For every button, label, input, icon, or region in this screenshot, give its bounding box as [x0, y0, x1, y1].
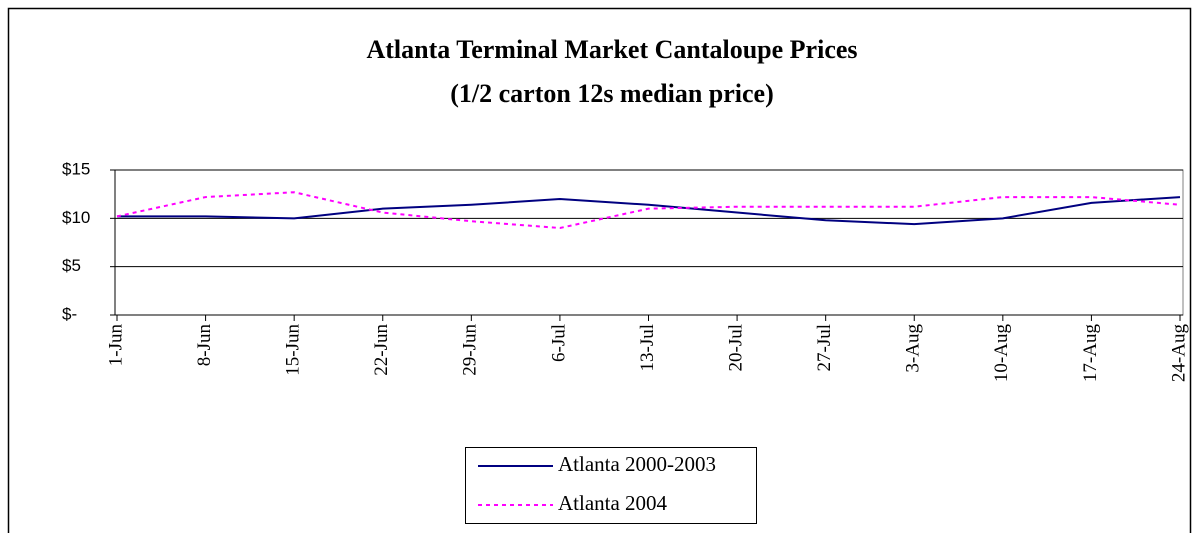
x-tick-label: 20-Jul [725, 324, 746, 372]
x-tick-label: 27-Jul [814, 324, 835, 372]
x-tick-label: 13-Jul [637, 324, 658, 372]
plot-area [114, 169, 1184, 316]
series-line [117, 196, 1181, 226]
x-tick-label: 3-Aug [903, 324, 924, 373]
y-tick-label: $5 [62, 256, 81, 275]
x-tick-label: 10-Aug [991, 324, 1012, 383]
legend-label: Atlanta 2000-2003 [558, 452, 716, 476]
legend [465, 447, 757, 524]
series-line [116, 191, 1181, 230]
y-tick-label: $- [62, 304, 77, 323]
chart-subtitle: (1/2 carton 12s median price) [450, 79, 774, 108]
x-tick-label: 6-Jul [548, 324, 569, 362]
x-tick-label: 8-Jun [194, 324, 215, 367]
chart-title: Atlanta Terminal Market Cantaloupe Price… [366, 35, 857, 64]
x-tick-label: 24-Aug [1168, 324, 1189, 383]
x-tick-label: 15-Jun [283, 324, 304, 376]
y-tick-label: $10 [62, 208, 90, 227]
x-tick-label: 29-Jun [460, 324, 481, 376]
y-tick-label: $15 [62, 159, 90, 178]
legend-label: Atlanta 2004 [558, 491, 668, 515]
x-tick-label: 17-Aug [1080, 324, 1101, 383]
x-tick-label: 22-Jun [371, 324, 392, 376]
chart-border [7, 7, 1192, 533]
x-tick-label: 1-Jun [105, 324, 126, 367]
